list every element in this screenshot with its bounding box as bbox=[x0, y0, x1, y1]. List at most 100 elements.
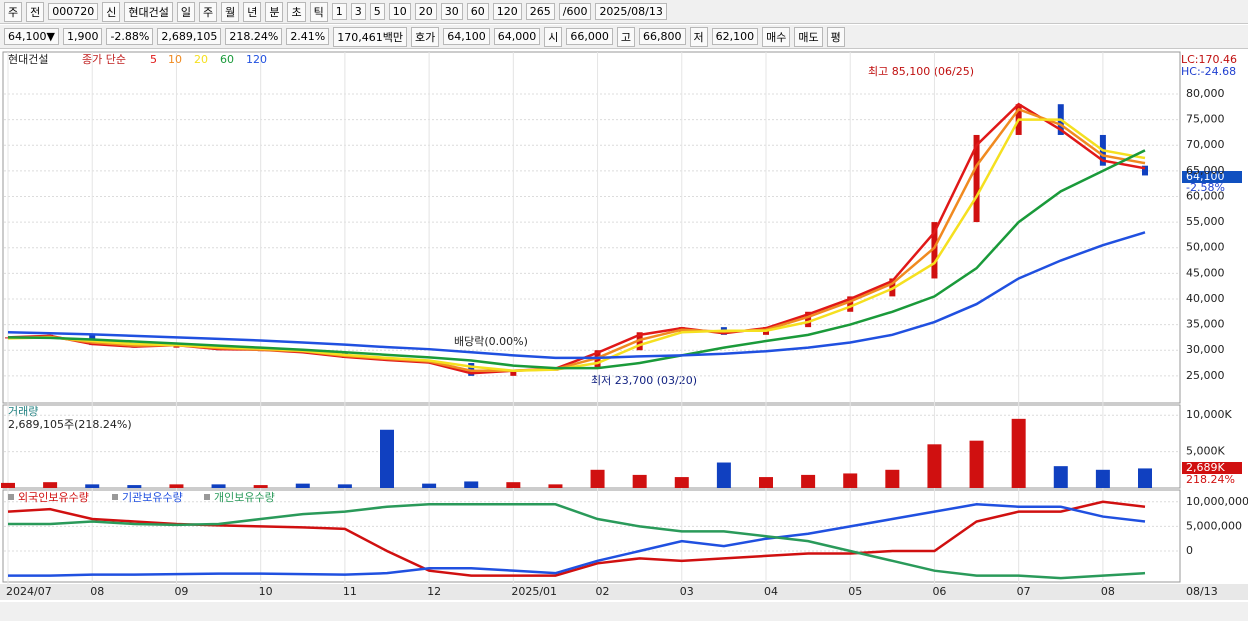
toolbar-item[interactable]: 주 bbox=[4, 1, 23, 22]
toolbar-item[interactable]: 1 bbox=[331, 3, 347, 20]
toolbar-item[interactable]: 2025/08/13 bbox=[595, 3, 667, 20]
toolbar-item[interactable]: 호가 bbox=[411, 26, 440, 47]
volume-bar bbox=[1, 482, 15, 488]
toolbar-item[interactable]: 2.41% bbox=[286, 28, 330, 45]
legend-entry: 120 bbox=[246, 53, 267, 66]
toolbar-item[interactable]: 월 bbox=[221, 1, 240, 22]
candle bbox=[173, 345, 180, 348]
volume-bar bbox=[253, 485, 268, 488]
toolbar-item[interactable]: 66,000 bbox=[566, 28, 613, 45]
volume-bar bbox=[759, 477, 773, 488]
x-end-label: 08/13 bbox=[1186, 585, 1218, 598]
toolbar-item[interactable]: 64,100 bbox=[443, 28, 490, 45]
volume-bar bbox=[632, 474, 647, 488]
toolbar-item[interactable]: 고 bbox=[616, 26, 635, 47]
toolbar-item[interactable]: 1,900 bbox=[62, 28, 103, 45]
annotation: 최저 23,700 (03/20) bbox=[591, 374, 697, 387]
x-tick-label: 05 bbox=[848, 585, 862, 598]
holdings-panel bbox=[2, 489, 1181, 583]
volume-bar bbox=[885, 469, 900, 488]
toolbar-item[interactable]: -2.88% bbox=[106, 28, 154, 45]
y-tick-label: 45,000 bbox=[1186, 266, 1225, 279]
volume-bar bbox=[927, 444, 942, 488]
legend-swatch bbox=[204, 494, 210, 500]
volume-bar bbox=[590, 469, 605, 488]
toolbar-item[interactable]: 120 bbox=[492, 3, 522, 20]
toolbar-item[interactable]: 3 bbox=[350, 3, 366, 20]
toolbar-item[interactable]: 66,800 bbox=[639, 28, 686, 45]
candle bbox=[468, 363, 475, 376]
toolbar-item[interactable]: 시 bbox=[544, 26, 563, 47]
toolbar-item[interactable]: 20 bbox=[414, 3, 437, 20]
toolbar-item[interactable]: 170,461백만 bbox=[333, 26, 407, 47]
toolbar-item[interactable]: 현대건설 bbox=[124, 1, 173, 22]
legend-entry: 외국인보유수량 bbox=[18, 491, 89, 504]
x-tick-label: 08 bbox=[90, 585, 104, 598]
volume-bar bbox=[43, 482, 58, 488]
scroll-bar[interactable] bbox=[0, 602, 1248, 621]
volume-bar bbox=[843, 473, 858, 488]
y-tick-label: 10,000,000 bbox=[1186, 495, 1248, 508]
toolbar-item[interactable]: 62,100 bbox=[711, 28, 759, 45]
x-tick-label: 10 bbox=[259, 585, 273, 598]
x-tick-label: 06 bbox=[932, 585, 946, 598]
toolbar-item[interactable]: 218.24% bbox=[225, 28, 283, 45]
toolbar-item[interactable]: 주 bbox=[198, 1, 218, 22]
toolbar-item[interactable]: 60 bbox=[466, 3, 489, 20]
candle bbox=[805, 311, 812, 328]
legend-entry: 개인보유수량 bbox=[214, 491, 275, 504]
y-tick-label: 70,000 bbox=[1186, 138, 1225, 151]
x-tick-label: 03 bbox=[680, 585, 694, 598]
x-tick-label: 04 bbox=[764, 585, 778, 598]
toolbar-item[interactable]: 265 bbox=[525, 3, 555, 20]
toolbar-item[interactable]: 일 bbox=[176, 1, 195, 22]
toolbar-item[interactable]: 년 bbox=[243, 1, 262, 22]
toolbar-item[interactable]: 저 bbox=[689, 26, 708, 47]
annotation: -2.58% bbox=[1186, 181, 1225, 194]
x-axis-bar bbox=[0, 584, 1248, 600]
toolbar-item[interactable]: 10 bbox=[388, 3, 411, 20]
toolbar-item[interactable]: 전 bbox=[26, 1, 45, 22]
price-panel bbox=[2, 51, 1181, 404]
toolbar-item[interactable]: 2,689,105 bbox=[157, 28, 222, 45]
volume-tag bbox=[1182, 462, 1242, 474]
candle bbox=[973, 134, 980, 223]
x-tick-label: 02 bbox=[596, 585, 610, 598]
volume-bar bbox=[464, 481, 479, 488]
legend-swatch bbox=[112, 494, 118, 500]
x-tick-label: 12 bbox=[427, 585, 441, 598]
holding-line bbox=[8, 503, 1146, 577]
toolbar-item[interactable]: 틱 bbox=[309, 1, 328, 22]
annotation: 64,100 bbox=[1186, 170, 1225, 183]
annotation: HC:-24.68 bbox=[1181, 65, 1236, 78]
volume-bar bbox=[969, 440, 984, 488]
toolbar-item[interactable]: 000720 bbox=[48, 3, 99, 20]
x-tick-label: 07 bbox=[1017, 585, 1031, 598]
legend-label: 종가 단순 bbox=[82, 53, 126, 66]
volume-bar bbox=[422, 483, 437, 488]
toolbar-item[interactable]: 5 bbox=[369, 3, 385, 20]
toolbar-item[interactable]: 초 bbox=[287, 1, 306, 22]
toolbar-item[interactable]: 분 bbox=[265, 1, 284, 22]
annotation: 배당락(0.00%) bbox=[454, 335, 528, 348]
candle bbox=[510, 370, 517, 376]
toolbar-item[interactable]: 신 bbox=[102, 1, 121, 22]
x-tick-label: 08 bbox=[1101, 585, 1115, 598]
y-tick-label: 75,000 bbox=[1186, 113, 1225, 126]
toolbar-item[interactable]: 매수 bbox=[762, 26, 791, 47]
legend-entry: 60 bbox=[220, 53, 234, 66]
annotation: 218.24% bbox=[1186, 473, 1235, 486]
volume-bar bbox=[380, 429, 394, 488]
toolbar-item[interactable]: /600 bbox=[558, 3, 592, 20]
toolbar-item[interactable]: 64,000 bbox=[493, 28, 541, 45]
toolbar-item[interactable]: 30 bbox=[440, 3, 463, 20]
quote-bar: 64,100▼ 1,900 -2.88% 2,689,105 218.24% 2.41% 1… bbox=[0, 25, 1248, 49]
y-tick-label: 55,000 bbox=[1186, 215, 1225, 228]
toolbar-item[interactable]: 매도 bbox=[794, 26, 823, 47]
toolbar-item[interactable]: 64,100▼ bbox=[4, 28, 59, 45]
legend-entry: 20 bbox=[194, 53, 208, 66]
toolbar-item[interactable]: 평 bbox=[826, 26, 845, 47]
y-tick-label: 60,000 bbox=[1186, 189, 1225, 202]
volume-bar bbox=[801, 474, 816, 488]
